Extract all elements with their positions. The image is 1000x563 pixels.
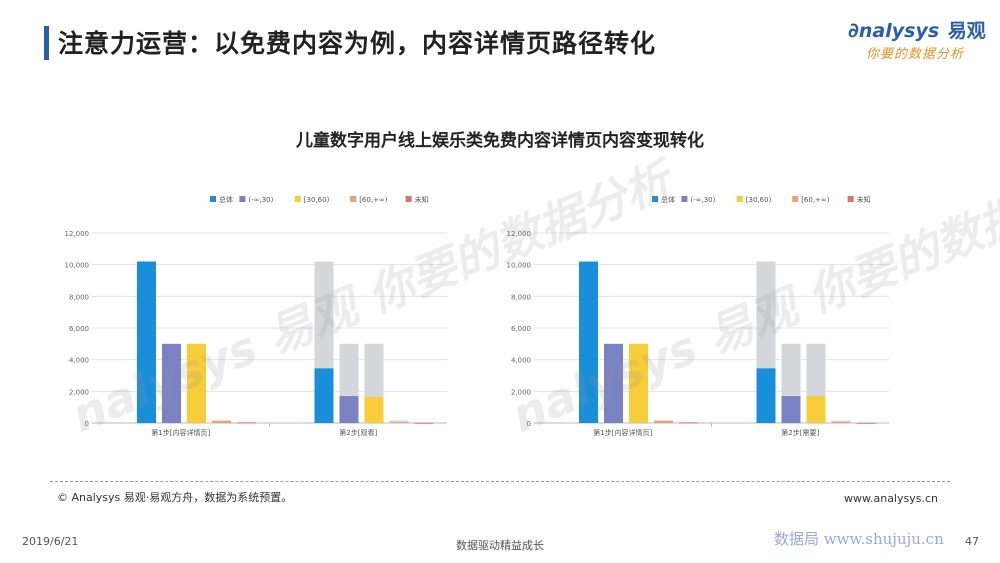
legend-swatch-0 bbox=[210, 196, 216, 202]
legend-swatch-1 bbox=[681, 196, 688, 202]
bar-1-3 bbox=[831, 422, 851, 424]
legend-swatch-4 bbox=[405, 196, 412, 202]
bar-0-0 bbox=[137, 261, 156, 423]
bar-1-2 bbox=[806, 396, 826, 423]
legend-swatch-2 bbox=[294, 196, 301, 202]
bar-0-1 bbox=[604, 343, 623, 423]
website-link[interactable]: www.analysys.cn bbox=[844, 492, 938, 505]
y-tick-label-5: 10,000 bbox=[507, 262, 532, 270]
bar-0-2 bbox=[629, 343, 648, 423]
y-tick-label-2: 4,000 bbox=[69, 357, 89, 365]
bar-0-1 bbox=[162, 343, 181, 423]
funnel-bg-1-4 bbox=[856, 422, 876, 423]
chart-right: 总体 (-∞,30) [30,60) [60,+∞) 未知 0 2,000 4,000 6,00… bbox=[507, 195, 889, 437]
legend-label-1: (-∞,30) bbox=[690, 196, 715, 204]
legend-swatch-3 bbox=[792, 196, 799, 202]
page-title: 注意力运营：以免费内容为例，内容详情页路径转化 bbox=[58, 29, 657, 58]
legend-swatch-1 bbox=[239, 196, 246, 202]
page-number: 47 bbox=[965, 535, 979, 548]
bar-1-0 bbox=[314, 368, 334, 423]
y-tick-label-1: 2,000 bbox=[69, 388, 89, 396]
funnel-bg-1-3 bbox=[389, 420, 409, 423]
legend-label-1: (-∞,30) bbox=[248, 196, 273, 204]
bar-0-4 bbox=[237, 422, 256, 424]
bar-1-1 bbox=[781, 396, 801, 423]
chart-left: 总体 (-∞,30) [30,60) [60,+∞) 未知 0 2,000 4,000 6,00… bbox=[65, 195, 447, 437]
bar-0-0 bbox=[579, 261, 598, 423]
x-category-label-0: 第1步[内容详情页] bbox=[151, 428, 210, 437]
analysys-logo: ∂nalysys 易观 你要的数据分析 bbox=[848, 16, 986, 64]
y-tick-label-1: 2,000 bbox=[511, 388, 531, 396]
chart-heading: 儿童数字用户线上娱乐类免费内容详情页内容变现转化 bbox=[296, 131, 704, 151]
legend-label-4: 未知 bbox=[415, 195, 429, 204]
y-tick-label-4: 8,000 bbox=[69, 293, 89, 301]
source-note: © Analysys 易观·易观方舟，数据为系统预置。 bbox=[57, 491, 293, 504]
y-tick-label-5: 10,000 bbox=[65, 262, 90, 270]
bar-1-1 bbox=[339, 396, 359, 423]
bar-1-2 bbox=[364, 396, 384, 423]
logo-cn: 易观 bbox=[947, 20, 986, 42]
legend-swatch-0 bbox=[652, 196, 658, 202]
logo-slogan: 你要的数据分析 bbox=[866, 47, 965, 62]
legend-swatch-2 bbox=[736, 196, 743, 202]
legend-label-4: 未知 bbox=[857, 195, 871, 204]
legend-label-2: [30,60) bbox=[304, 196, 330, 204]
bar-0-4 bbox=[679, 422, 698, 424]
legend-label-3: [60,+∞) bbox=[801, 196, 830, 204]
title-accent-bar bbox=[44, 26, 49, 60]
x-category-label-0: 第1步[内容详情页] bbox=[593, 428, 652, 437]
x-category-label-1: 第2步[需要] bbox=[781, 428, 819, 437]
bar-1-4 bbox=[414, 422, 434, 424]
legend-label-3: [60,+∞) bbox=[359, 196, 388, 204]
shujuju-watermark: 数据局 www.shujuju.cn bbox=[774, 530, 944, 548]
legend-swatch-3 bbox=[350, 196, 357, 202]
legend-label-2: [30,60) bbox=[746, 196, 772, 204]
x-category-label-1: 第2步[观看] bbox=[339, 428, 377, 437]
funnel-bg-1-4 bbox=[414, 422, 434, 423]
y-tick-label-6: 12,000 bbox=[507, 230, 532, 238]
bar-1-3 bbox=[389, 422, 409, 424]
legend-swatch-4 bbox=[847, 196, 854, 202]
bar-0-3 bbox=[212, 420, 231, 423]
y-tick-label-3: 6,000 bbox=[511, 325, 531, 333]
report-date: 2019/6/21 bbox=[22, 535, 79, 548]
y-tick-label-2: 4,000 bbox=[511, 357, 531, 365]
legend-label-0: 总体 bbox=[661, 195, 675, 204]
legend-label-0: 总体 bbox=[219, 195, 233, 204]
bar-1-4 bbox=[856, 422, 876, 424]
logo-wordmark: ∂nalysys 易观 bbox=[848, 18, 986, 42]
bar-0-3 bbox=[654, 420, 673, 423]
y-tick-label-0: 0 bbox=[85, 420, 89, 428]
footer-divider bbox=[50, 481, 950, 483]
funnel-bg-1-3 bbox=[831, 420, 851, 423]
logo-brand: nalysys bbox=[858, 20, 940, 42]
y-tick-label-4: 8,000 bbox=[511, 293, 531, 301]
y-tick-label-0: 0 bbox=[527, 420, 531, 428]
footer-slogan: 数据驱动精益成长 bbox=[456, 539, 544, 552]
bar-0-2 bbox=[187, 343, 206, 423]
y-tick-label-3: 6,000 bbox=[69, 325, 89, 333]
y-tick-label-6: 12,000 bbox=[65, 230, 90, 238]
bar-1-0 bbox=[756, 368, 776, 423]
